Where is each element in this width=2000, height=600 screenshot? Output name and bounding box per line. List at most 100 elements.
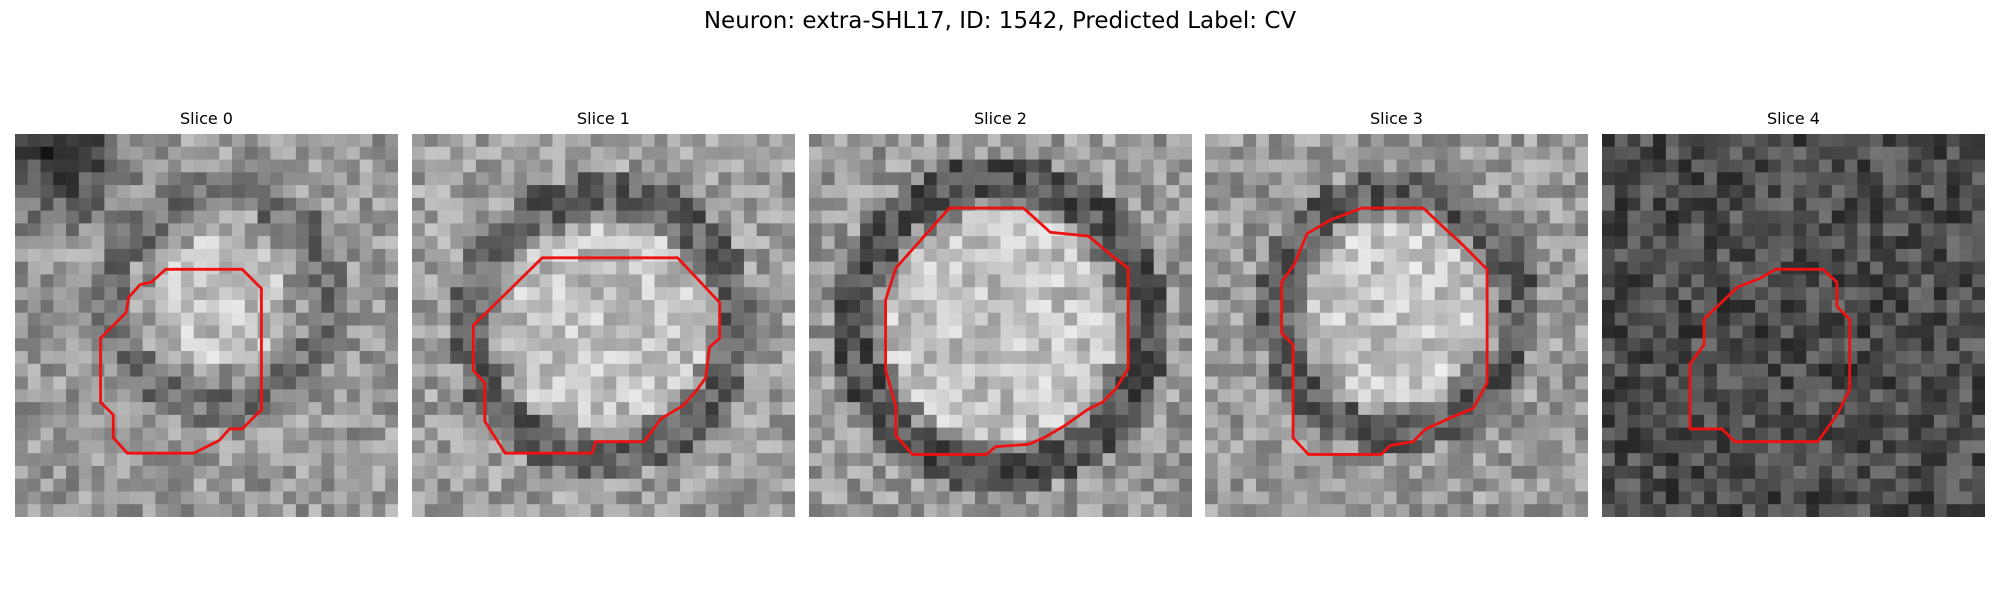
pixel (1602, 223, 1616, 237)
pixel (590, 376, 604, 390)
pixel (142, 465, 156, 480)
contour (471, 256, 722, 455)
pixel (987, 414, 1001, 429)
pixel (539, 402, 553, 416)
pixel (1498, 325, 1512, 339)
contour (884, 206, 1130, 456)
pixel (1755, 414, 1769, 429)
pixel (27, 299, 41, 314)
pixel (1205, 427, 1219, 441)
pixel (129, 210, 144, 224)
pixel (1473, 223, 1487, 237)
pixel (731, 427, 745, 441)
pixel (1536, 363, 1551, 377)
pixel (1755, 134, 1769, 148)
pixel (1498, 453, 1512, 467)
pixel (1857, 402, 1871, 416)
pixel (1806, 440, 1820, 454)
pixel (743, 414, 758, 429)
pixel (1051, 197, 1065, 211)
pixel (1294, 376, 1308, 390)
pixel (1230, 197, 1244, 211)
pixel (117, 478, 131, 492)
pixel (1742, 312, 1756, 326)
pixel (603, 504, 617, 517)
pixel (117, 389, 131, 403)
pixel (1614, 312, 1628, 326)
pixel (219, 312, 233, 326)
pixel (1396, 159, 1410, 173)
pixel (987, 210, 1001, 224)
pixel (1933, 261, 1948, 275)
pixel (334, 351, 348, 365)
pixel (949, 478, 963, 492)
pixel (1332, 427, 1346, 441)
pixel (692, 351, 707, 365)
pixel (1959, 287, 1973, 301)
pixel (488, 402, 502, 416)
pixel (1460, 478, 1474, 492)
pixel (27, 453, 41, 467)
pixel (359, 159, 373, 173)
pixel (860, 453, 874, 467)
pixel (475, 363, 489, 377)
pixel (104, 172, 118, 186)
pixel (104, 376, 118, 390)
pixel (1640, 363, 1654, 377)
pixel (1511, 363, 1525, 377)
pixel (923, 351, 938, 365)
pixel (1549, 363, 1563, 377)
pixel (1140, 402, 1155, 416)
pixel (962, 414, 976, 429)
pixel (1511, 402, 1525, 416)
pixel (91, 440, 105, 454)
pixel (40, 427, 54, 441)
pixel (1536, 274, 1551, 288)
pixel (1473, 478, 1487, 492)
pixel (1780, 312, 1794, 326)
pixel (885, 185, 899, 199)
pixel (974, 351, 989, 365)
pixel (1230, 440, 1244, 454)
pixel (1077, 325, 1091, 339)
pixel (692, 440, 707, 454)
pixel (117, 248, 131, 263)
pixel (1767, 402, 1782, 416)
pixel (66, 427, 80, 441)
pixel (1460, 440, 1474, 454)
pixel (1882, 223, 1897, 237)
pixel (1000, 478, 1014, 492)
pixel (168, 478, 182, 492)
pixel (1831, 287, 1845, 301)
pixel (1549, 172, 1563, 186)
pixel (821, 440, 835, 454)
pixel (936, 185, 950, 199)
pixel (15, 427, 29, 441)
pixel (974, 338, 989, 352)
pixel (847, 185, 861, 199)
pixel (514, 172, 528, 186)
pixel (1422, 146, 1436, 160)
pixel (1755, 363, 1769, 377)
pixel (923, 491, 938, 505)
pixel (1602, 287, 1616, 301)
pixel (1153, 504, 1167, 517)
pixel (756, 465, 770, 480)
pixel (1268, 172, 1282, 186)
contour (1280, 206, 1489, 456)
pixel (1665, 491, 1679, 505)
pixel (1767, 504, 1782, 517)
pixel (1678, 236, 1692, 250)
pixel (1678, 159, 1692, 173)
pixel (501, 236, 515, 250)
pixel (1627, 338, 1641, 352)
pixel (1473, 325, 1487, 339)
pixel (463, 427, 477, 441)
pixel (898, 172, 912, 186)
pixel (692, 414, 707, 429)
pixel (1870, 185, 1884, 199)
pixel (475, 351, 489, 365)
pixel (424, 376, 438, 390)
pixel (1602, 414, 1616, 429)
pixel (1485, 261, 1500, 275)
